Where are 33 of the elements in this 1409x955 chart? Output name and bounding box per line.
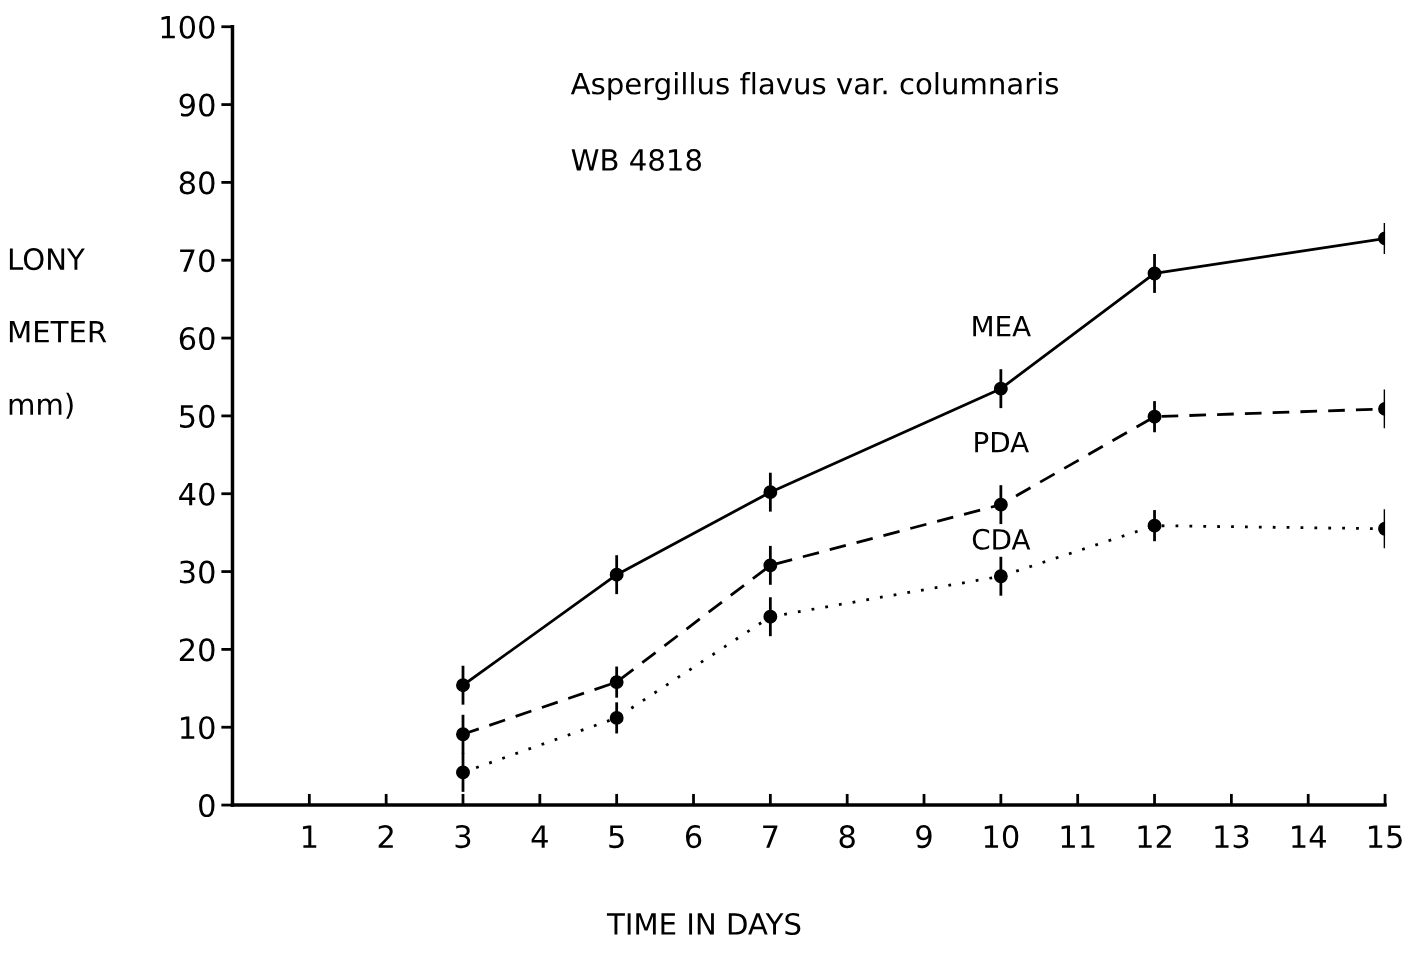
text: Aspergillus flavus var. columnaris xyxy=(570,72,1059,101)
x-tick-label: 7 xyxy=(763,825,778,848)
x-tick-label: 6 xyxy=(685,825,702,849)
y-tick-label: 20 xyxy=(179,638,215,662)
y-tick-label: 50 xyxy=(179,404,215,428)
series-label: CDA xyxy=(972,528,1031,550)
x-tick-label: 3 xyxy=(455,825,471,849)
y-tick-label: 70 xyxy=(180,249,215,273)
text: WB 4818 xyxy=(571,148,701,172)
x-tick-label: 13 xyxy=(1215,825,1249,849)
x-axis-title: TIME IN DAYS xyxy=(606,912,801,936)
y-tick-label: 80 xyxy=(179,171,215,195)
text: LONY METER mm) xyxy=(9,248,107,419)
x-tick-label: 12 xyxy=(1138,825,1171,848)
x-tick-label: 1 xyxy=(302,825,317,848)
x-tick-label: 8 xyxy=(839,825,855,849)
y-tick-label: 60 xyxy=(179,327,215,351)
x-tick-label: 11 xyxy=(1061,825,1095,848)
y-tick-label: 0 xyxy=(199,794,215,818)
x-tick-label: 15 xyxy=(1368,825,1402,849)
x-tick-label: 10 xyxy=(984,825,1019,849)
y-tick-label: 40 xyxy=(179,482,215,506)
x-tick-label: 2 xyxy=(378,825,393,848)
series-label: MEA xyxy=(973,315,1031,337)
x-tick-label: 5 xyxy=(609,825,624,849)
x-tick-label: 4 xyxy=(531,825,548,848)
x-tick-label: 9 xyxy=(916,825,932,849)
y-tick-label: 90 xyxy=(179,93,215,117)
y-tick-label: 100 xyxy=(161,15,215,39)
x-tick-label: 14 xyxy=(1292,825,1326,848)
series-label: PDA xyxy=(975,431,1029,453)
y-tick-label: 10 xyxy=(180,716,215,740)
y-tick-label: 30 xyxy=(179,560,215,584)
